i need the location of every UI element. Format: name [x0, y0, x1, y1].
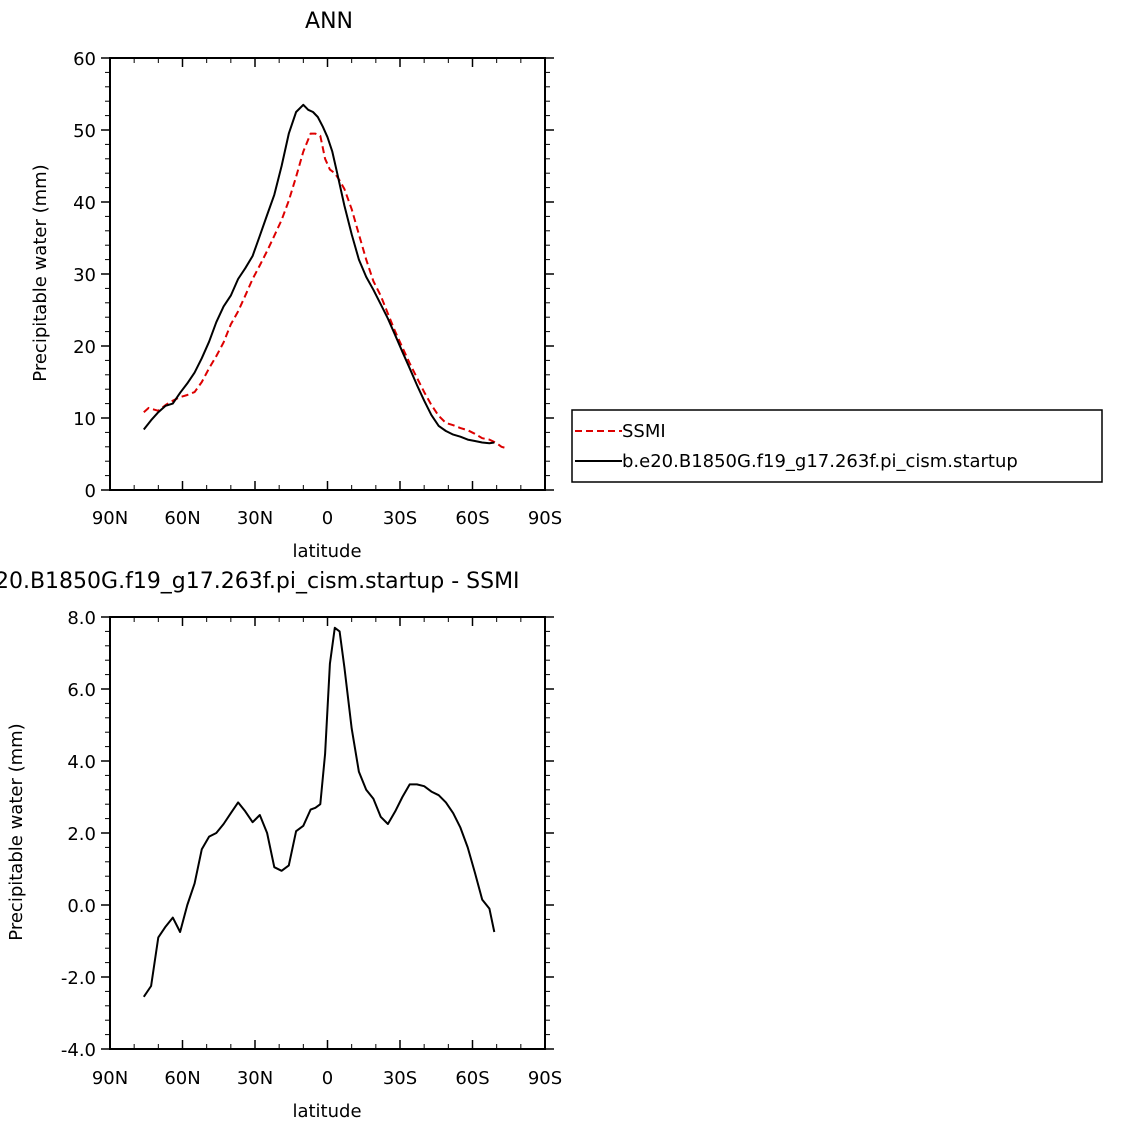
bottom-x-axis-label: latitude: [292, 1101, 361, 1122]
bottom-y-tick-label: 8.0: [67, 608, 96, 629]
top-series-line-0: [143, 132, 507, 450]
top-x-tick-label: 0: [322, 508, 333, 529]
bottom-x-tick-label: 90S: [528, 1068, 562, 1089]
bottom-y-tick-label: 2.0: [67, 824, 96, 845]
bottom-y-tick-label: 0.0: [67, 896, 96, 917]
legend: SSMI b.e20.B1850G.f19_g17.263f.pi_cism.s…: [571, 409, 1103, 483]
legend-label-model: b.e20.B1850G.f19_g17.263f.pi_cism.startu…: [622, 451, 1018, 472]
top-y-tick-label: 60: [73, 49, 96, 70]
bottom-y-tick-label: 4.0: [67, 752, 96, 773]
top-x-axis-label: latitude: [292, 541, 361, 562]
top-x-tick-label: 30N: [237, 508, 273, 529]
top-chart-title: ANN: [305, 9, 353, 34]
bottom-x-tick-label: 0: [322, 1068, 333, 1089]
top-y-tick-label: 50: [73, 121, 96, 142]
bottom-series-line-0: [142, 626, 496, 998]
bottom-x-tick-label: 60N: [164, 1068, 200, 1089]
bottom-x-tick-label: 60S: [455, 1068, 489, 1089]
bottom-plot-frame: [109, 616, 546, 1050]
top-x-tick-label: 30S: [383, 508, 417, 529]
bottom-y-axis-label: Precipitable water (mm): [6, 723, 27, 940]
top-y-axis-label: Precipitable water (mm): [30, 164, 51, 381]
top-y-tick-label: 20: [73, 337, 96, 358]
bottom-chart-title: b.e20.B1850G.f19_g17.263f.pi_cism.startu…: [0, 569, 520, 594]
top-x-tick-label: 60N: [164, 508, 200, 529]
legend-label-ssmi: SSMI: [622, 421, 666, 442]
bottom-panel: b.e20.B1850G.f19_g17.263f.pi_cism.startu…: [0, 569, 562, 1122]
top-x-tick-label: 90S: [528, 508, 562, 529]
top-panel: ANN Precipitable water (mm) latitude 90N…: [30, 9, 562, 562]
bottom-x-tick-label: 90N: [92, 1068, 128, 1089]
legend-box: [571, 409, 1103, 483]
top-y-tick-label: 30: [73, 265, 96, 286]
bottom-y-tick-label: -4.0: [61, 1040, 96, 1061]
top-series-line-1: [143, 103, 495, 445]
top-x-tick-label: 60S: [455, 508, 489, 529]
top-x-tick-label: 90N: [92, 508, 128, 529]
top-y-tick-label: 0: [85, 481, 96, 502]
top-plot-frame: [109, 57, 546, 491]
bottom-y-tick-label: 6.0: [67, 680, 96, 701]
top-y-tick-label: 10: [73, 409, 96, 430]
bottom-x-tick-label: 30S: [383, 1068, 417, 1089]
top-y-tick-label: 40: [73, 193, 96, 214]
bottom-y-tick-label: -2.0: [61, 968, 96, 989]
bottom-x-tick-label: 30N: [237, 1068, 273, 1089]
